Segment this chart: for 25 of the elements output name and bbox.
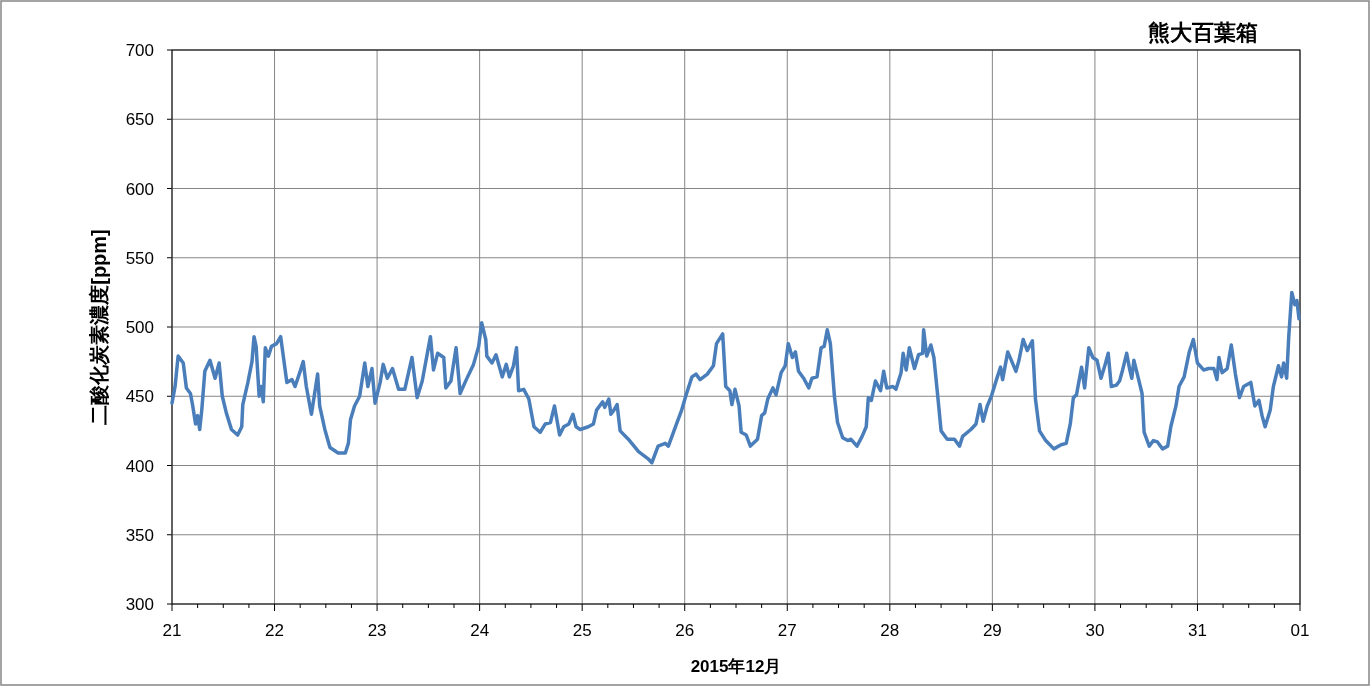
- x-axis-title: 2015年12月: [690, 657, 782, 676]
- x-tick-label: 24: [470, 621, 490, 640]
- x-tick-label: 01: [1290, 621, 1310, 640]
- y-tick-label: 350: [125, 525, 154, 545]
- chart-title: 熊大百葉箱: [1148, 20, 1258, 45]
- x-tick-label: 31: [1187, 621, 1207, 640]
- x-tick-label: 21: [162, 621, 182, 640]
- x-tick-label: 26: [675, 621, 695, 640]
- y-axis-title: 二酸化炭素濃度[ppm]: [88, 229, 110, 425]
- x-tick-label: 30: [1085, 621, 1105, 640]
- x-tick-label: 27: [777, 621, 797, 640]
- x-tick-label: 22: [265, 621, 285, 640]
- x-tick-label: 29: [982, 621, 1002, 640]
- y-tick-label: 500: [125, 318, 154, 337]
- x-tick-label: 23: [367, 621, 387, 640]
- y-tick-label: 600: [125, 179, 154, 199]
- y-tick-label: 700: [125, 41, 154, 60]
- x-tick-label: 28: [880, 621, 900, 640]
- y-tick-label: 400: [125, 456, 154, 476]
- y-tick-label: 450: [125, 387, 154, 407]
- y-tick-label: 650: [125, 110, 154, 130]
- x-tick-label: 25: [572, 621, 592, 640]
- y-tick-label: 300: [125, 595, 154, 614]
- y-tick-label: 550: [125, 248, 154, 268]
- line-series: [170, 290, 1301, 465]
